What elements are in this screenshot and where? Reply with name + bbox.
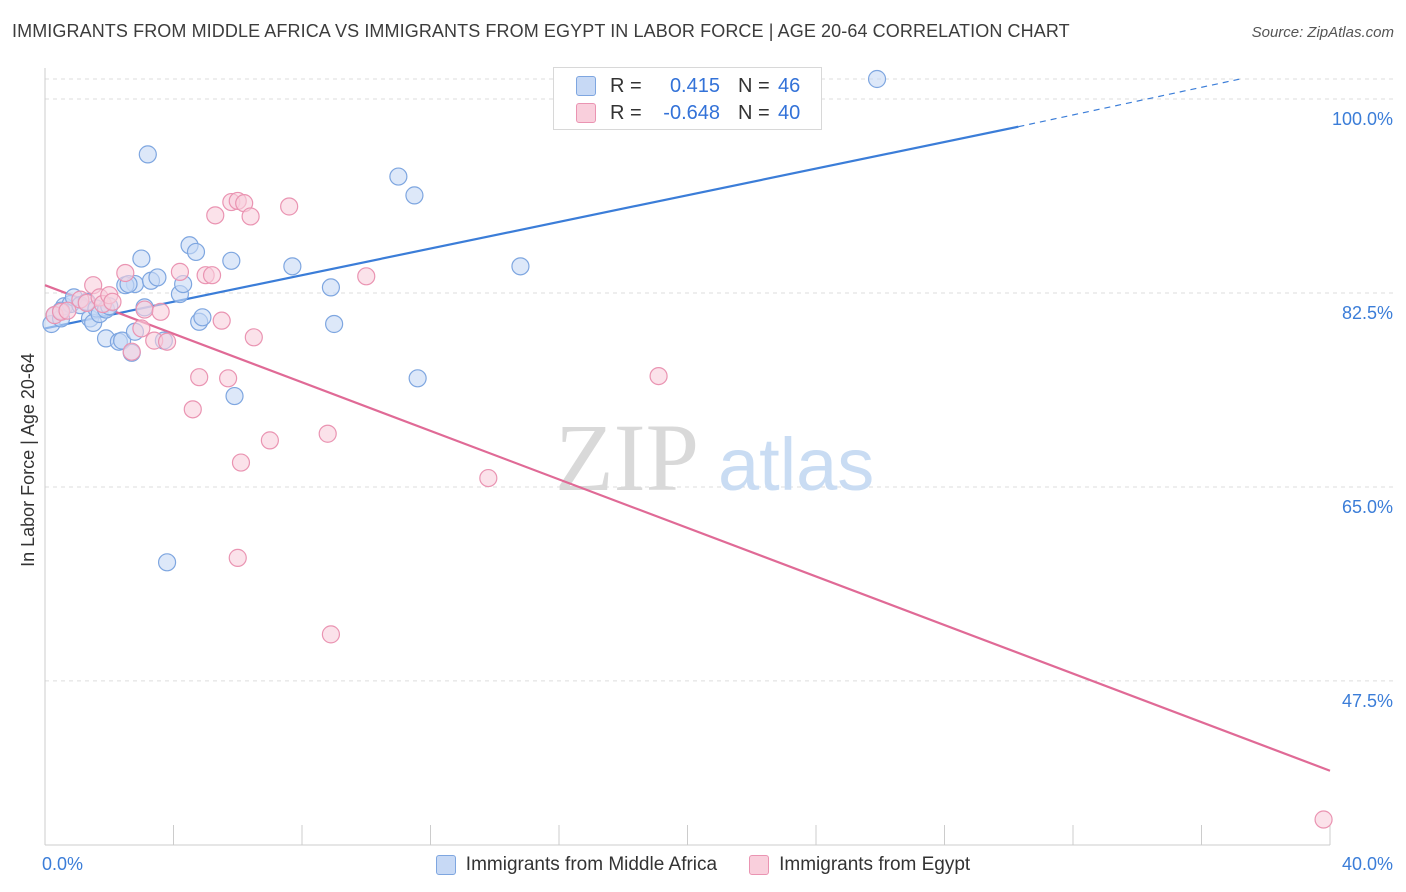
series-legend: Immigrants from Middle Africa Immigrants…: [0, 852, 1406, 878]
point-middle-africa: [193, 308, 212, 327]
blue-swatch: [435, 855, 456, 875]
point-egypt: [58, 301, 77, 320]
chart-title: IMMIGRANTS FROM MIDDLE AFRICA VS IMMIGRA…: [12, 21, 1070, 41]
legend-item-middle-africa[interactable]: Immigrants from Middle Africa: [435, 854, 718, 876]
r-value: 0.415: [669, 74, 720, 97]
y-axis-title: In Labor Force | Age 20-64: [18, 353, 38, 567]
point-egypt: [1314, 810, 1333, 829]
point-middle-africa: [405, 186, 424, 205]
point-middle-africa: [321, 278, 341, 297]
axes: [44, 68, 1331, 846]
point-middle-africa: [511, 257, 530, 276]
point-egypt: [244, 328, 263, 347]
watermark-zip: ZIP: [555, 404, 699, 511]
x-tick-label: 0.0%: [42, 854, 83, 874]
point-egypt: [318, 424, 337, 443]
point-middle-africa: [132, 249, 151, 268]
n-value: 40: [778, 101, 801, 124]
trend-line-middle-africa-extension: [1018, 78, 1241, 128]
gridlines: [45, 78, 1395, 682]
pink-swatch: [576, 103, 596, 123]
point-egypt: [228, 548, 247, 567]
y-tick-label: 47.5%: [1342, 691, 1393, 711]
r-label: R =: [610, 101, 642, 124]
point-middle-africa: [408, 369, 427, 388]
legend-row-pink: R = -0.648 N = 40: [576, 99, 800, 127]
point-egypt: [157, 332, 177, 351]
y-tick-label: 100.0%: [1332, 109, 1393, 129]
point-egypt: [357, 267, 376, 286]
point-egypt: [321, 625, 341, 644]
watermark-atlas: atlas: [718, 423, 874, 506]
correlation-legend: R = 0.415 N = 46 R = -0.648 N = 40: [553, 67, 822, 130]
r-value: -0.648: [663, 101, 720, 124]
point-egypt: [649, 366, 668, 386]
point-egypt: [170, 262, 190, 281]
point-egypt: [206, 206, 225, 225]
point-middle-africa: [225, 386, 244, 406]
x-tick-label: 40.0%: [1342, 854, 1393, 874]
data-points: [42, 69, 1333, 829]
y-tick-label: 82.5%: [1342, 303, 1393, 323]
point-egypt: [132, 319, 151, 338]
point-egypt: [479, 468, 498, 488]
point-egypt: [190, 368, 209, 387]
legend-row-blue: R = 0.415 N = 46: [576, 72, 800, 100]
point-egypt: [202, 266, 222, 285]
trend-lines: [44, 78, 1331, 772]
trend-line-middle-africa: [44, 125, 1019, 330]
legend-label: Immigrants from Middle Africa: [465, 854, 718, 875]
axis-labels: 100.0% 82.5% 65.0% 47.5% 0.0% 40.0% In Labor F…: [18, 109, 1393, 874]
watermark: ZIP atlas: [555, 404, 874, 511]
source-label: Source:: [1251, 24, 1304, 41]
point-egypt: [241, 207, 260, 226]
point-middle-africa: [389, 167, 408, 186]
trend-line-egypt: [44, 284, 1331, 772]
point-middle-africa: [148, 268, 167, 287]
y-tick-label: 65.0%: [1342, 497, 1393, 517]
point-egypt: [231, 453, 251, 472]
source-attribution: Source: ZipAtlas.com: [1252, 24, 1394, 41]
point-middle-africa: [283, 257, 302, 276]
n-label: N =: [738, 101, 770, 124]
point-egypt: [151, 302, 170, 321]
point-egypt: [219, 369, 238, 388]
blue-swatch: [576, 76, 596, 96]
point-egypt: [122, 342, 141, 361]
point-egypt: [260, 431, 279, 450]
point-middle-africa: [222, 251, 241, 270]
point-middle-africa: [867, 69, 887, 89]
legend-item-egypt[interactable]: Immigrants from Egypt: [749, 854, 970, 876]
point-egypt: [135, 300, 154, 319]
pink-swatch: [749, 855, 770, 875]
point-middle-africa: [325, 314, 344, 334]
source-link[interactable]: ZipAtlas.com: [1307, 24, 1394, 41]
point-egypt: [212, 311, 231, 330]
r-label: R =: [610, 74, 642, 97]
point-egypt: [280, 197, 299, 216]
point-middle-africa: [186, 242, 206, 262]
legend-label: Immigrants from Egypt: [779, 854, 971, 875]
point-egypt: [103, 292, 122, 311]
point-middle-africa: [157, 553, 177, 572]
n-value: 46: [778, 74, 801, 97]
point-egypt: [183, 400, 202, 419]
point-middle-africa: [138, 145, 157, 164]
n-label: N =: [738, 74, 770, 97]
point-egypt: [116, 263, 135, 283]
